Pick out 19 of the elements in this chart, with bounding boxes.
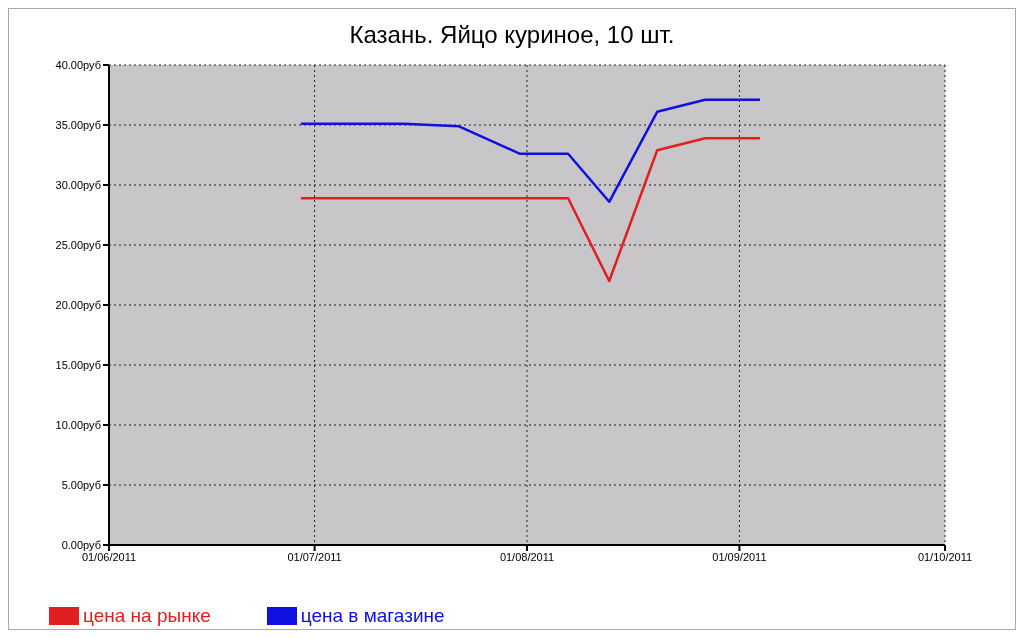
y-tick-label: 0.00руб — [61, 538, 101, 551]
legend-label: цена на рынке — [83, 605, 211, 627]
y-tick-label: 10.00руб — [55, 418, 101, 431]
y-tick-label: 40.00руб — [55, 58, 101, 71]
y-tick-label: 25.00руб — [55, 238, 101, 251]
x-tick-label: 01/06/2011 — [81, 550, 137, 563]
y-tick-label: 30.00руб — [55, 178, 101, 191]
chart-title: Казань. Яйцо куриное, 10 шт. — [349, 21, 675, 48]
y-tick-label: 15.00руб — [55, 358, 101, 371]
y-tick-label: 20.00руб — [55, 298, 101, 311]
x-tick-label: 01/07/2011 — [287, 550, 342, 563]
x-tick-label: 01/10/2011 — [917, 550, 973, 563]
line-series — [299, 136, 762, 283]
y-tick-label: 35.00руб — [55, 118, 101, 131]
line-series — [299, 98, 762, 204]
x-tick-label: 01/08/2011 — [499, 550, 555, 563]
y-tick-label: 5.00руб — [61, 478, 101, 491]
legend-label: цена в магазине — [300, 605, 445, 627]
x-tick-label: 01/09/2011 — [712, 550, 767, 563]
